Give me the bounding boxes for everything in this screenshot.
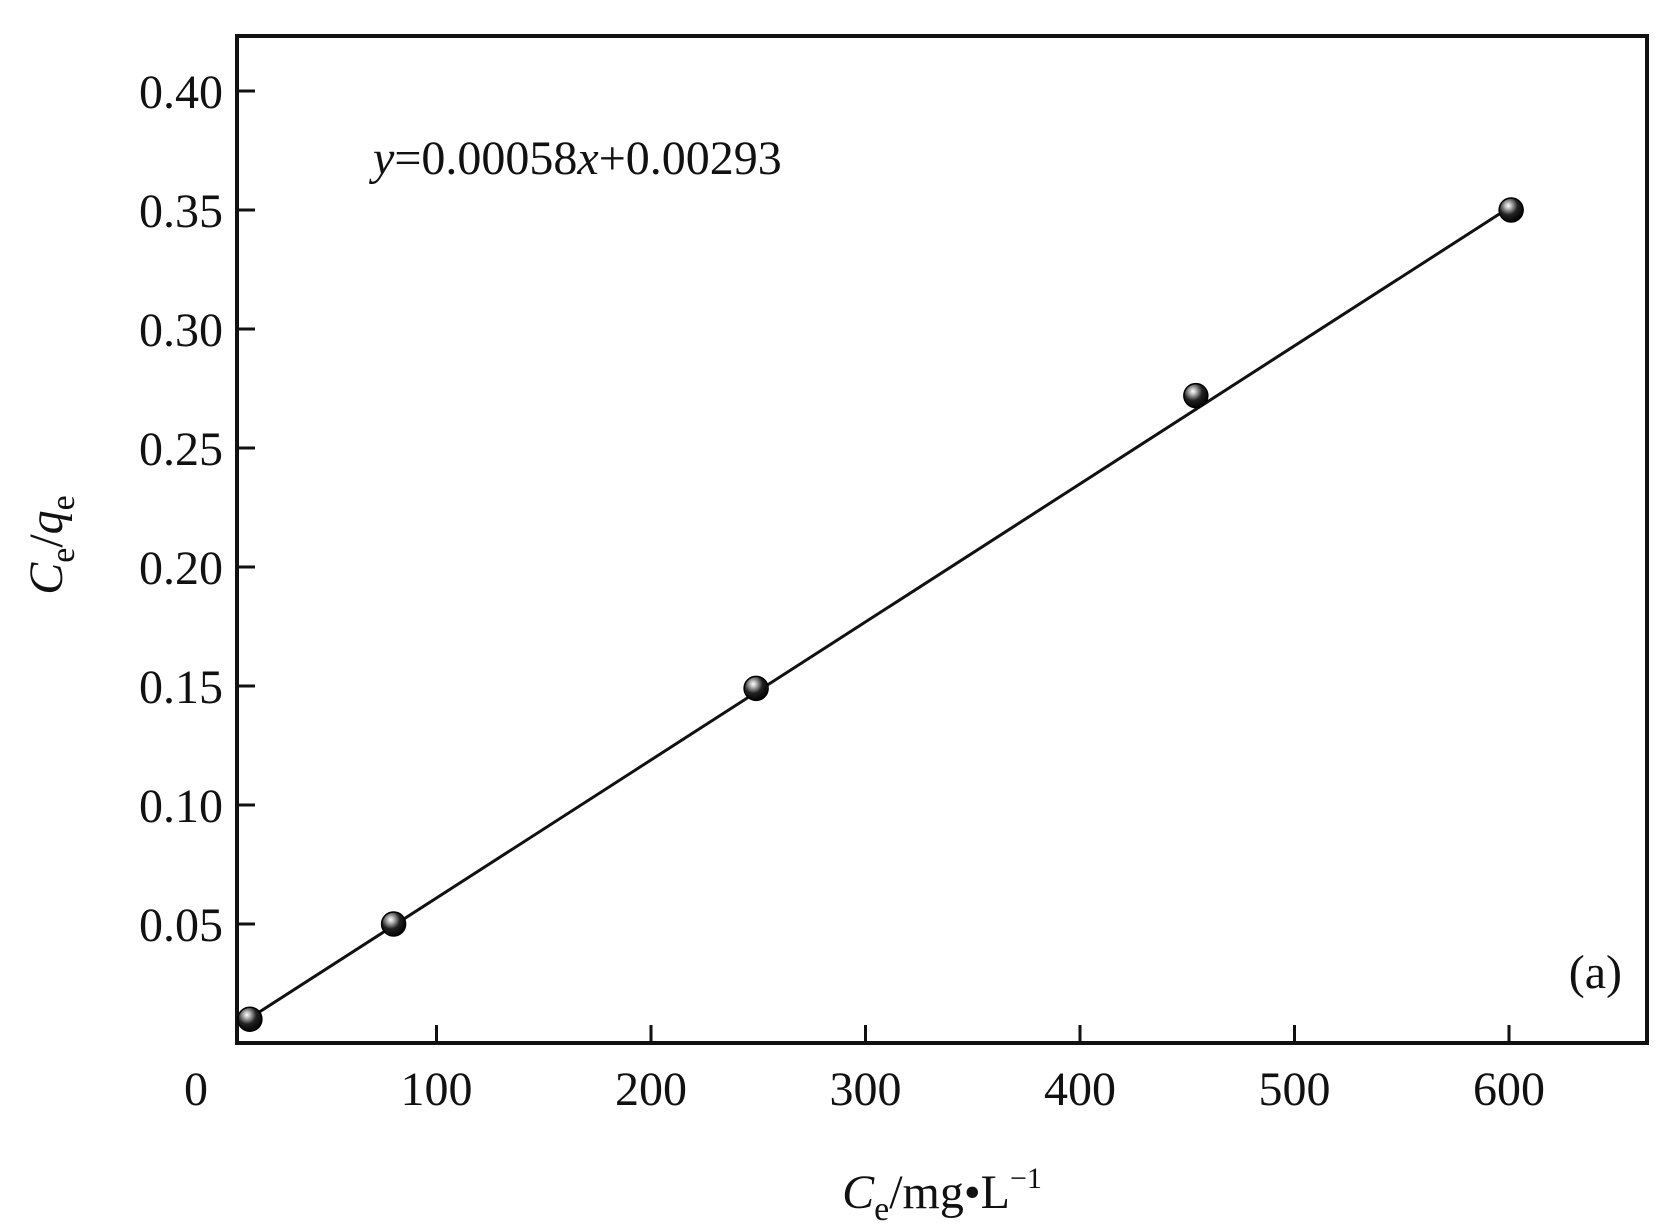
y-tick-label: 0.35 (139, 185, 223, 238)
y-tick-label: 0.05 (139, 899, 223, 952)
y-axis-label: Ce/qe (20, 495, 82, 595)
fit-equation: y=0.00058x+0.00293 (368, 132, 782, 185)
fit-line (249, 206, 1510, 1020)
data-point (743, 675, 769, 702)
y-axis-label-sub1: e (45, 548, 82, 563)
y-tick-label: 0.30 (139, 304, 223, 357)
fit-line-group (249, 206, 1510, 1020)
x-tick-label-origin: 0 (184, 1063, 208, 1116)
equation-x: x (576, 132, 598, 185)
y-axis-label-sub2: e (45, 495, 82, 510)
x-tick-label: 300 (830, 1063, 902, 1116)
x-tick-label: 400 (1044, 1063, 1116, 1116)
y-tick-label: 0.25 (139, 423, 223, 476)
data-points (237, 197, 1524, 1032)
data-point (237, 1006, 263, 1032)
x-axis-label-unit: /mg•L (889, 1166, 1010, 1219)
x-axis-label-superscript: −1 (1010, 1162, 1042, 1195)
y-axis-ticks: 0.05 0.10 0.15 0.20 0.25 0.30 0.35 0.40 (139, 66, 255, 952)
plot-frame (235, 34, 1649, 1045)
y-tick-label: 0.15 (139, 661, 223, 714)
y-axis-label-symbol2: q (20, 510, 73, 534)
x-tick-label: 500 (1259, 1063, 1331, 1116)
x-axis-ticks: 100 200 300 400 500 600 0 (184, 1025, 1545, 1116)
x-tick-label: 200 (615, 1063, 687, 1116)
x-axis-label-subscript: e (874, 1191, 889, 1228)
equation-intercept: +0.00293 (599, 132, 782, 185)
y-axis-label-slash: / (20, 534, 73, 548)
x-axis-label: Ce/mg•L−1 (842, 1162, 1042, 1228)
data-point (380, 911, 407, 937)
x-axis-label-symbol: C (842, 1166, 875, 1219)
equation-y: y (368, 132, 395, 185)
y-tick-label: 0.10 (139, 780, 223, 833)
y-tick-label: 0.40 (139, 66, 223, 119)
equation-slope: =0.00058 (394, 132, 577, 185)
data-point (1183, 382, 1209, 409)
panel-label: (a) (1569, 946, 1622, 999)
y-tick-label: 0.20 (139, 542, 223, 595)
x-tick-label: 600 (1473, 1063, 1545, 1116)
x-tick-label: 100 (401, 1063, 473, 1116)
data-point (1498, 197, 1524, 223)
y-axis-label-symbol1: C (20, 562, 73, 595)
